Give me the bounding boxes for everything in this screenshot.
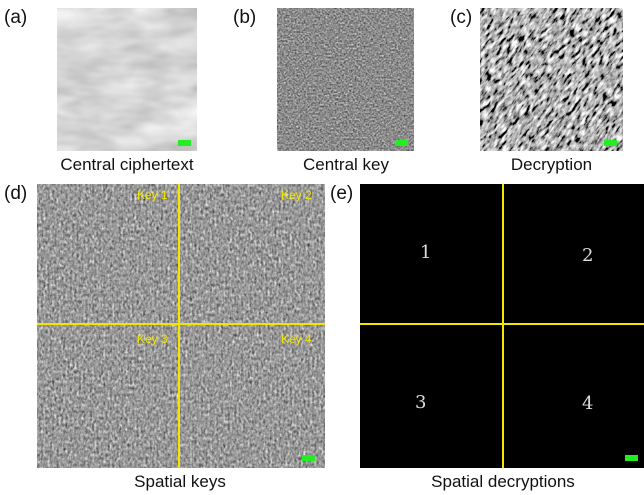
decrypted-digit-1: 1 [420, 242, 432, 263]
scale-bar [625, 455, 638, 461]
panel-b-caption: Central key [303, 155, 389, 174]
key-4-label: Key 4 [281, 332, 312, 346]
panel-e-caption: Spatial decryptions [431, 472, 575, 491]
key-1-label: Key 1 [137, 188, 168, 202]
panel-c-letter: (c) [450, 7, 473, 28]
panel-a-letter: (a) [4, 7, 28, 28]
panel-c-caption: Decryption [510, 155, 593, 174]
key-2-label: Key 2 [281, 188, 312, 202]
vertical-divider-line [178, 184, 180, 468]
key-3-label: Key 3 [137, 332, 168, 346]
panel-e-letter: (e) [330, 183, 354, 204]
central-ciphertext-image [57, 8, 197, 151]
scale-bar [302, 455, 315, 461]
panel-b-letter: (b) [233, 7, 257, 28]
spatial-keys-image [37, 184, 325, 468]
decrypted-digit-3: 3 [415, 392, 427, 413]
scale-bar [604, 140, 617, 146]
horizontal-divider-line [37, 323, 325, 325]
panel-d-caption: Spatial keys [134, 472, 226, 491]
panel-a-caption: Central ciphertext [60, 155, 194, 174]
decrypted-digit-4: 4 [582, 393, 594, 414]
decrypted-digit-2: 2 [582, 245, 594, 266]
vertical-divider-line [502, 184, 504, 468]
central-key-image [277, 8, 414, 151]
decryption-image [480, 8, 623, 151]
scale-bar [395, 140, 408, 146]
scale-bar [178, 140, 191, 146]
panel-d-letter: (d) [4, 183, 28, 204]
